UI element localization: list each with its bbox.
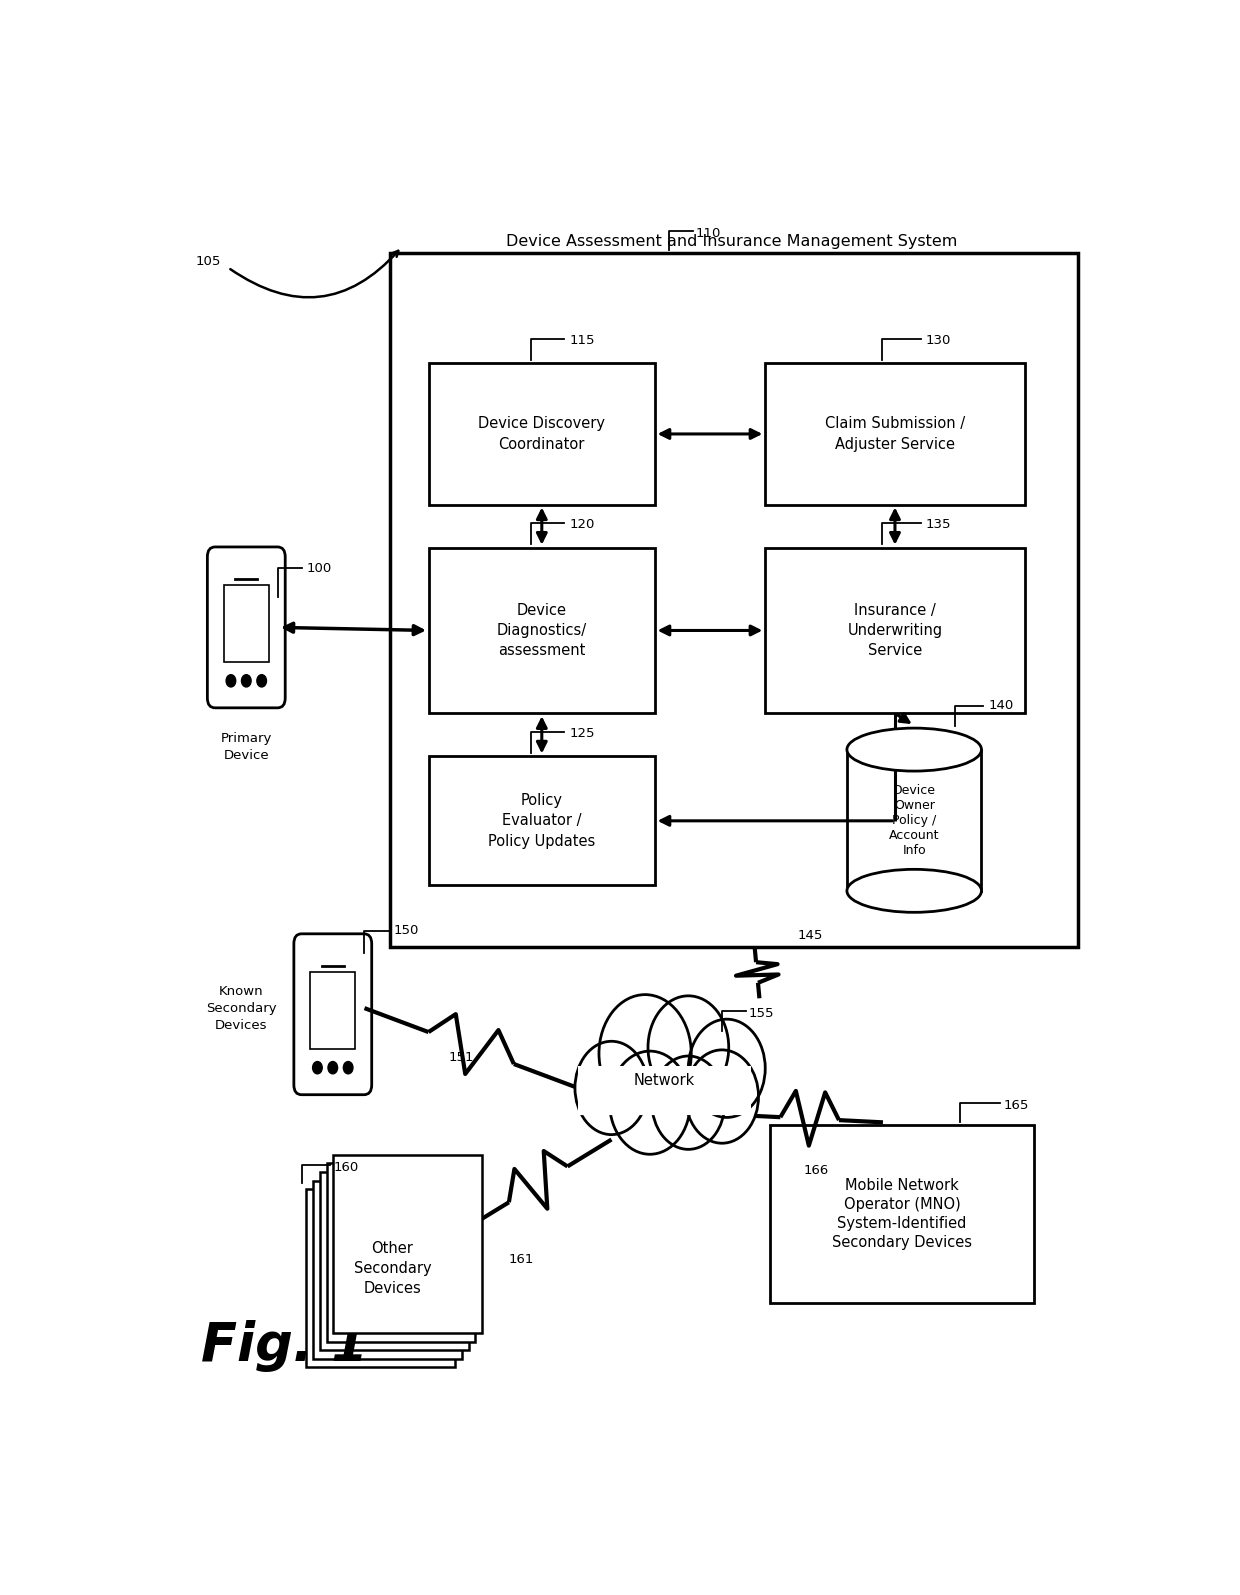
Text: Device
Diagnostics/
assessment: Device Diagnostics/ assessment (497, 603, 587, 659)
FancyBboxPatch shape (207, 547, 285, 708)
FancyBboxPatch shape (326, 1163, 475, 1341)
FancyBboxPatch shape (429, 756, 655, 885)
Text: 155: 155 (749, 1006, 775, 1019)
Circle shape (575, 1042, 649, 1134)
Circle shape (599, 995, 691, 1113)
Text: 166: 166 (804, 1164, 828, 1177)
Text: 130: 130 (926, 333, 951, 346)
Circle shape (686, 1050, 759, 1144)
FancyBboxPatch shape (391, 252, 1078, 947)
Text: 100: 100 (306, 561, 332, 574)
Text: 110: 110 (696, 226, 722, 239)
Text: Device Discovery
Coordinator: Device Discovery Coordinator (479, 416, 605, 451)
Text: 120: 120 (569, 518, 594, 531)
Text: 161: 161 (508, 1254, 533, 1266)
FancyBboxPatch shape (310, 971, 356, 1050)
Circle shape (226, 675, 236, 687)
FancyBboxPatch shape (223, 585, 269, 662)
FancyBboxPatch shape (429, 364, 655, 504)
Text: Network: Network (634, 1073, 694, 1088)
Text: Other
Secondary
Devices: Other Secondary Devices (353, 1241, 432, 1295)
Circle shape (652, 1056, 725, 1150)
Text: Claim Submission /
Adjuster Service: Claim Submission / Adjuster Service (825, 416, 965, 451)
Text: 160: 160 (334, 1161, 358, 1174)
Text: Policy
Evaluator /
Policy Updates: Policy Evaluator / Policy Updates (489, 793, 595, 849)
FancyBboxPatch shape (578, 1065, 751, 1115)
Text: Insurance /
Underwriting
Service: Insurance / Underwriting Service (847, 603, 942, 659)
Text: Known
Secondary
Devices: Known Secondary Devices (206, 984, 277, 1032)
Text: 115: 115 (569, 333, 595, 346)
Ellipse shape (847, 869, 982, 912)
FancyBboxPatch shape (765, 364, 1024, 504)
Text: Fig. 1: Fig. 1 (201, 1319, 368, 1372)
Text: Device
Owner
Policy /
Account
Info: Device Owner Policy / Account Info (889, 783, 940, 857)
FancyBboxPatch shape (429, 547, 655, 713)
Text: Primary
Device: Primary Device (221, 732, 272, 762)
Text: 140: 140 (988, 700, 1013, 713)
FancyBboxPatch shape (312, 1180, 463, 1359)
Circle shape (312, 1062, 322, 1073)
Text: 165: 165 (1004, 1099, 1029, 1112)
FancyBboxPatch shape (770, 1124, 1034, 1303)
FancyBboxPatch shape (306, 1190, 455, 1367)
FancyBboxPatch shape (294, 933, 372, 1094)
Circle shape (649, 995, 729, 1099)
Circle shape (343, 1062, 353, 1073)
Circle shape (257, 675, 267, 687)
Text: 150: 150 (393, 924, 419, 938)
Text: 151: 151 (448, 1051, 474, 1064)
Ellipse shape (847, 727, 982, 770)
Text: 145: 145 (797, 930, 823, 943)
FancyBboxPatch shape (847, 750, 982, 892)
Text: 105: 105 (196, 255, 221, 268)
Text: Device Assessment and Insurance Management System: Device Assessment and Insurance Manageme… (506, 233, 957, 249)
Text: Mobile Network
Operator (MNO)
System-Identified
Secondary Devices: Mobile Network Operator (MNO) System-Ide… (832, 1177, 972, 1250)
FancyBboxPatch shape (765, 547, 1024, 713)
Circle shape (688, 1019, 765, 1118)
Text: 125: 125 (569, 726, 595, 740)
Circle shape (242, 675, 250, 687)
FancyBboxPatch shape (320, 1172, 469, 1349)
Text: 135: 135 (926, 518, 951, 531)
Circle shape (610, 1051, 691, 1155)
Circle shape (327, 1062, 337, 1073)
FancyBboxPatch shape (334, 1155, 482, 1333)
